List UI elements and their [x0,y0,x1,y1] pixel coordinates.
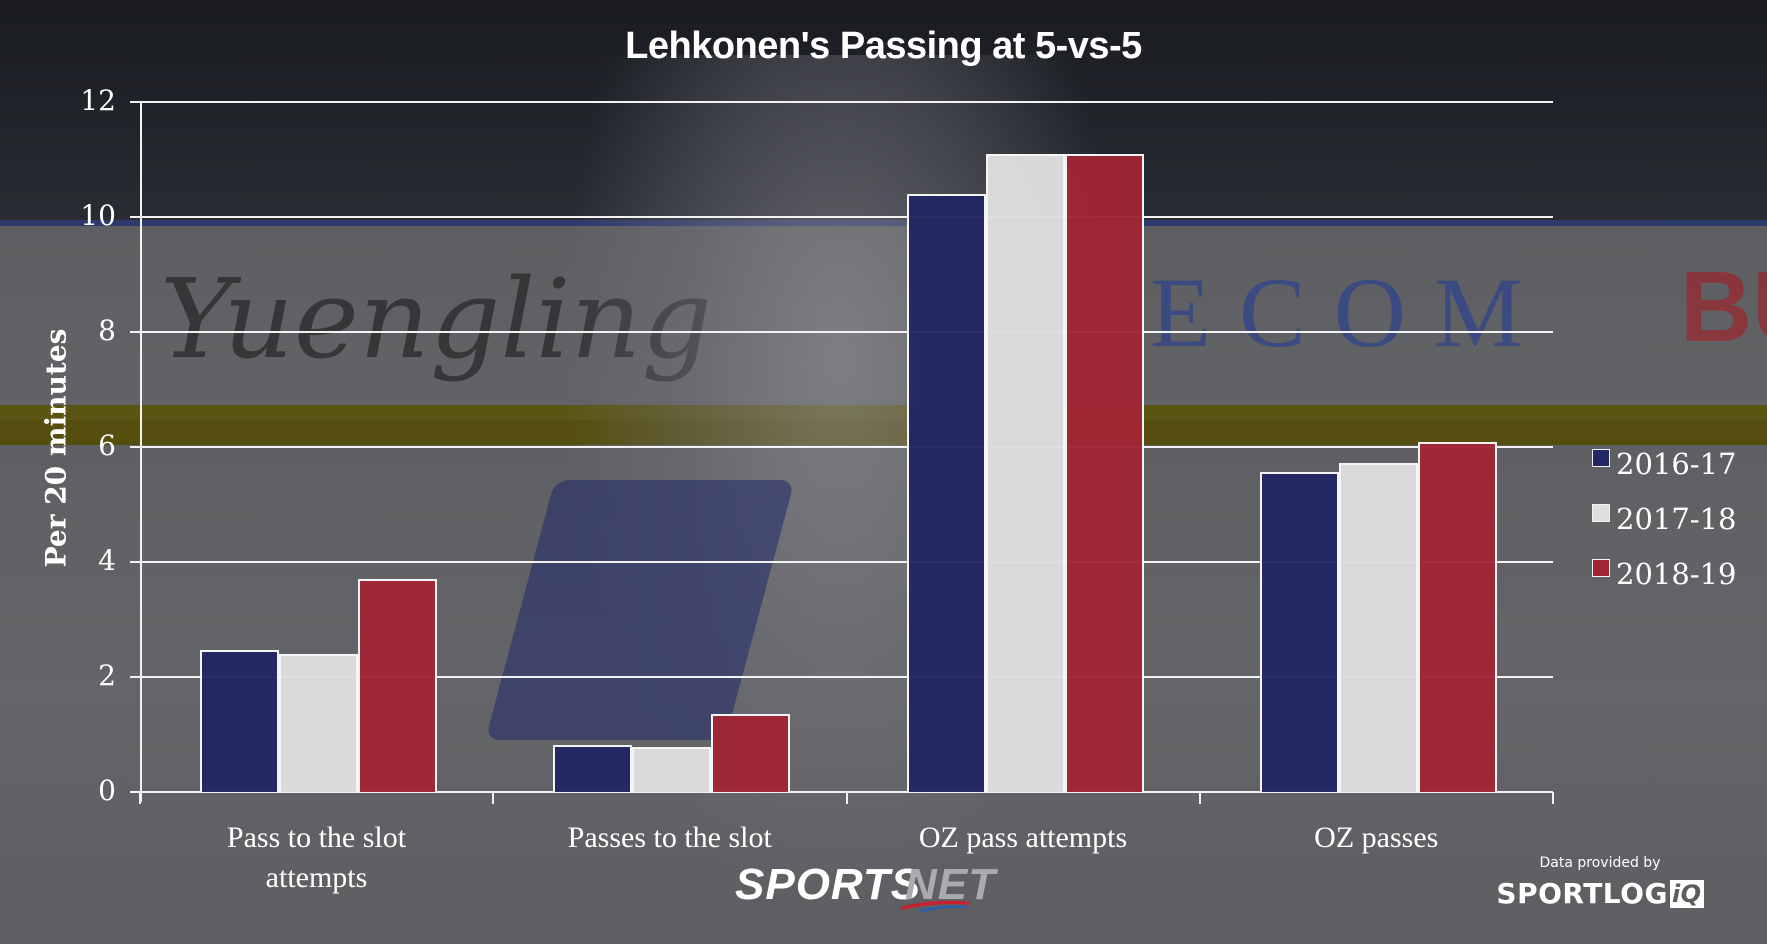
legend: 2016-17 2017-18 2018-19 [1592,436,1737,601]
y-axis-line [140,102,142,802]
bar-2018-19-0 [358,579,437,792]
gridline-10 [140,216,1553,218]
y-tick-label: 4 [98,544,116,577]
x-tick-mark [1552,792,1554,804]
bar-2016-17-1 [553,744,633,792]
legend-label: 2016-17 [1616,446,1737,481]
y-tick-mark [130,331,140,333]
bar-2016-17-3 [1259,471,1339,792]
y-tick-label: 6 [98,429,116,462]
bar-2018-19-2 [1064,153,1144,792]
sportsnet-logo-sports: SPORTS [735,860,922,909]
sportsnet-logo: SPORTS NET [735,860,1055,912]
sportsnet-swoosh-icon [900,900,970,912]
category-label-line1: Pass to the slot [226,821,407,854]
bar-2017-18-3 [1338,463,1418,792]
y-tick-label: 0 [98,774,116,807]
y-tick-mark [130,676,140,678]
gridline-8 [140,331,1553,333]
x-tick-mark [492,792,495,804]
bar-2017-18-0 [279,654,358,792]
data-credit: Data provided by SPORTLOG iQ [1490,855,1710,910]
legend-swatch [1592,558,1610,577]
category-label-line1: Passes to the slot [567,821,772,854]
x-tick-mark [139,792,141,804]
y-tick-mark [130,446,140,448]
category-label-line1: OZ passes [1314,821,1439,854]
board-ad-right: BU [1680,251,1767,363]
y-tick-mark [130,101,140,103]
y-tick-label: 8 [98,314,116,347]
y-tick-mark [130,791,140,793]
bar-2016-17-0 [200,649,279,792]
x-tick-mark [845,792,848,804]
sportlogiq-logo: SPORTLOG iQ [1496,877,1704,910]
bar-2018-19-3 [1417,441,1497,792]
y-tick-label: 2 [98,659,116,692]
bar-2016-17-2 [906,194,986,792]
bar-2018-19-1 [711,713,791,792]
legend-swatch [1592,448,1610,467]
legend-item-2018-19: 2018-19 [1592,546,1737,601]
legend-label: 2017-18 [1616,501,1737,536]
y-tick-label: 12 [80,84,116,117]
gridline-6 [140,446,1553,448]
credit-text: Data provided by [1539,855,1661,871]
category-label: Passes to the slot [493,818,846,858]
category-label: OZ pass attempts [847,818,1200,858]
category-label-line1: OZ pass attempts [918,821,1128,854]
board-ad-center: ECOM [1150,257,1551,368]
legend-label: 2018-19 [1616,556,1737,591]
y-tick-label: 10 [80,199,116,232]
gridline-12 [140,101,1553,103]
gridline-4 [140,561,1553,563]
sportlogiq-logo-iq: iQ [1669,879,1704,908]
plot-area [130,101,1554,804]
chart-title: Lehkonen's Passing at 5-vs-5 [625,25,1142,67]
bar-2017-18-2 [985,153,1065,792]
legend-item-2016-17: 2016-17 [1592,436,1737,491]
sportlogiq-logo-main: SPORTLOG [1496,877,1668,910]
category-label: OZ passes [1200,818,1553,858]
y-tick-mark [130,561,140,563]
legend-swatch [1592,503,1610,522]
legend-item-2017-18: 2017-18 [1592,491,1737,546]
category-label: Pass to the slot attempts [140,818,493,898]
category-label-line2: attempts [265,861,368,894]
bar-2017-18-1 [632,747,712,792]
x-tick-mark [1198,792,1201,804]
y-tick-mark [130,216,140,218]
gridline-2 [140,676,1553,678]
